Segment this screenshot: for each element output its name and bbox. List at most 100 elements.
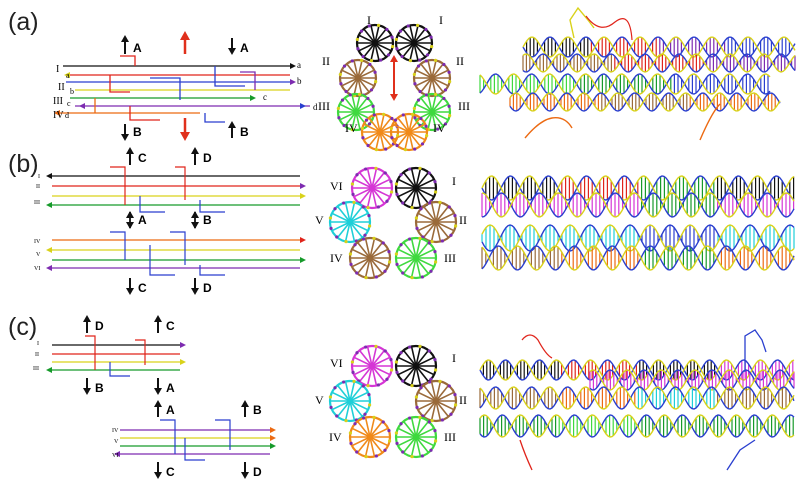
- end-label: c: [263, 92, 267, 102]
- row-label: III: [33, 366, 39, 372]
- arrow-label: C: [166, 465, 175, 479]
- row-label: I: [37, 341, 39, 347]
- ring-label: III: [444, 430, 456, 444]
- ring-label: II: [459, 213, 467, 227]
- strand-label: c: [67, 99, 71, 108]
- panel-c-helix-cross-sections: [328, 344, 458, 459]
- ring-label: III: [458, 99, 470, 113]
- strand-label: III: [53, 96, 63, 107]
- arrow-label: D: [253, 465, 262, 479]
- helix-cross-section: [348, 236, 392, 280]
- dangling-strand: [519, 439, 533, 471]
- row-label: IV: [34, 239, 41, 245]
- panel-a-ring-double-arrow: [390, 55, 398, 101]
- ring-label: V: [315, 393, 324, 407]
- dangling-strand: [699, 103, 721, 141]
- helix-cross-section: [414, 200, 458, 244]
- arrow-label: B: [240, 125, 249, 139]
- ring-label: II: [459, 393, 467, 407]
- helix-cross-section: [394, 344, 438, 388]
- arrow-label: B: [133, 125, 142, 139]
- dangling-strand: [744, 329, 767, 372]
- ring-label: I: [439, 13, 443, 27]
- row-label: V: [114, 439, 119, 445]
- ring-label: IV: [433, 121, 446, 135]
- panel-a-helix-side-view: [479, 6, 796, 141]
- strand-label: II: [58, 82, 65, 93]
- ring-label: II: [456, 54, 464, 68]
- row-label: II: [36, 184, 40, 190]
- arrow-label: A: [133, 41, 142, 55]
- arrow-label: B: [253, 403, 262, 417]
- panel-b-strand-schematic: I II III IV V VI C D A B C: [34, 147, 306, 295]
- arrow-label: B: [95, 381, 104, 395]
- end-label: b: [297, 76, 302, 86]
- arrow-label: C: [138, 151, 147, 165]
- panel-c-helix-side-view: [479, 329, 795, 471]
- ring-label: VI: [330, 356, 343, 370]
- helix-cross-section: [394, 415, 438, 459]
- arrow-label: A: [138, 213, 147, 227]
- panel-c-ring-labels: VI I V II IV III: [315, 351, 467, 444]
- helix-cross-section: [412, 58, 452, 98]
- helix-duplex: [481, 192, 795, 218]
- arrow-label: D: [203, 281, 212, 295]
- row-label: VI: [112, 453, 118, 459]
- arrow-label: C: [166, 319, 175, 333]
- end-label: a: [297, 60, 301, 70]
- helix-cross-section: [328, 200, 372, 244]
- panel-c-strand-schematic: I II III IV V VI D C B A A B: [33, 315, 276, 479]
- strand-label: a: [66, 71, 70, 80]
- helix-cross-section: [412, 92, 452, 132]
- ring-label: II: [322, 54, 330, 68]
- row-label: VI: [34, 266, 40, 272]
- helix-cross-section: [394, 166, 438, 210]
- arrow-label: D: [203, 151, 212, 165]
- arrow-label: B: [203, 213, 212, 227]
- ring-label: VI: [330, 179, 343, 193]
- ring-label: III: [444, 251, 456, 265]
- ring-label: V: [315, 213, 324, 227]
- helix-cross-section: [394, 23, 434, 63]
- helix-cross-section: [350, 166, 394, 210]
- helix-cross-section: [414, 379, 458, 423]
- dangling-strand: [521, 334, 553, 359]
- helix-cross-section: [348, 415, 392, 459]
- helix-cross-section: [389, 112, 429, 152]
- panel-label-a: (a): [8, 8, 39, 36]
- panel-a-ring-labels: I I II II III III IV IV: [318, 13, 470, 135]
- arrow-label: C: [138, 281, 147, 295]
- row-label: II: [35, 352, 39, 358]
- arrow-label: A: [166, 403, 175, 417]
- strand-label: I: [56, 64, 59, 75]
- panel-a-strand-schematic: I a II b III c IV d a b c d A A B B: [53, 31, 318, 141]
- helix-duplex: [522, 36, 796, 58]
- arrow-label: A: [166, 381, 175, 395]
- panel-label-b: (b): [8, 150, 39, 178]
- helix-duplex: [509, 92, 781, 112]
- row-label: I: [38, 174, 40, 180]
- helix-cross-section: [338, 58, 378, 98]
- dangling-strand: [569, 6, 595, 39]
- ring-label: IV: [329, 430, 342, 444]
- dangling-strand: [726, 439, 756, 471]
- panel-b-ring-labels: VI I V II IV III: [315, 174, 467, 265]
- strand-label: IV: [53, 110, 64, 121]
- helix-duplex: [479, 386, 795, 410]
- dangling-strand: [524, 117, 573, 139]
- ring-label: IV: [345, 121, 358, 135]
- panel-a-helix-cross-sections: [336, 23, 452, 152]
- panel-label-c: (c): [8, 313, 38, 341]
- dangling-strand: [585, 15, 633, 41]
- helix-cross-section: [350, 344, 394, 388]
- helix-cross-section: [355, 23, 395, 63]
- helix-duplex: [479, 414, 795, 438]
- panel-b-helix-side-view: [481, 175, 795, 271]
- helix-duplex: [479, 73, 771, 95]
- ring-label: I: [452, 174, 456, 188]
- helix-duplex: [481, 224, 795, 252]
- row-label: V: [36, 252, 41, 258]
- ring-label: I: [452, 351, 456, 365]
- helix-duplex: [522, 53, 796, 73]
- strand-label: d: [65, 111, 69, 120]
